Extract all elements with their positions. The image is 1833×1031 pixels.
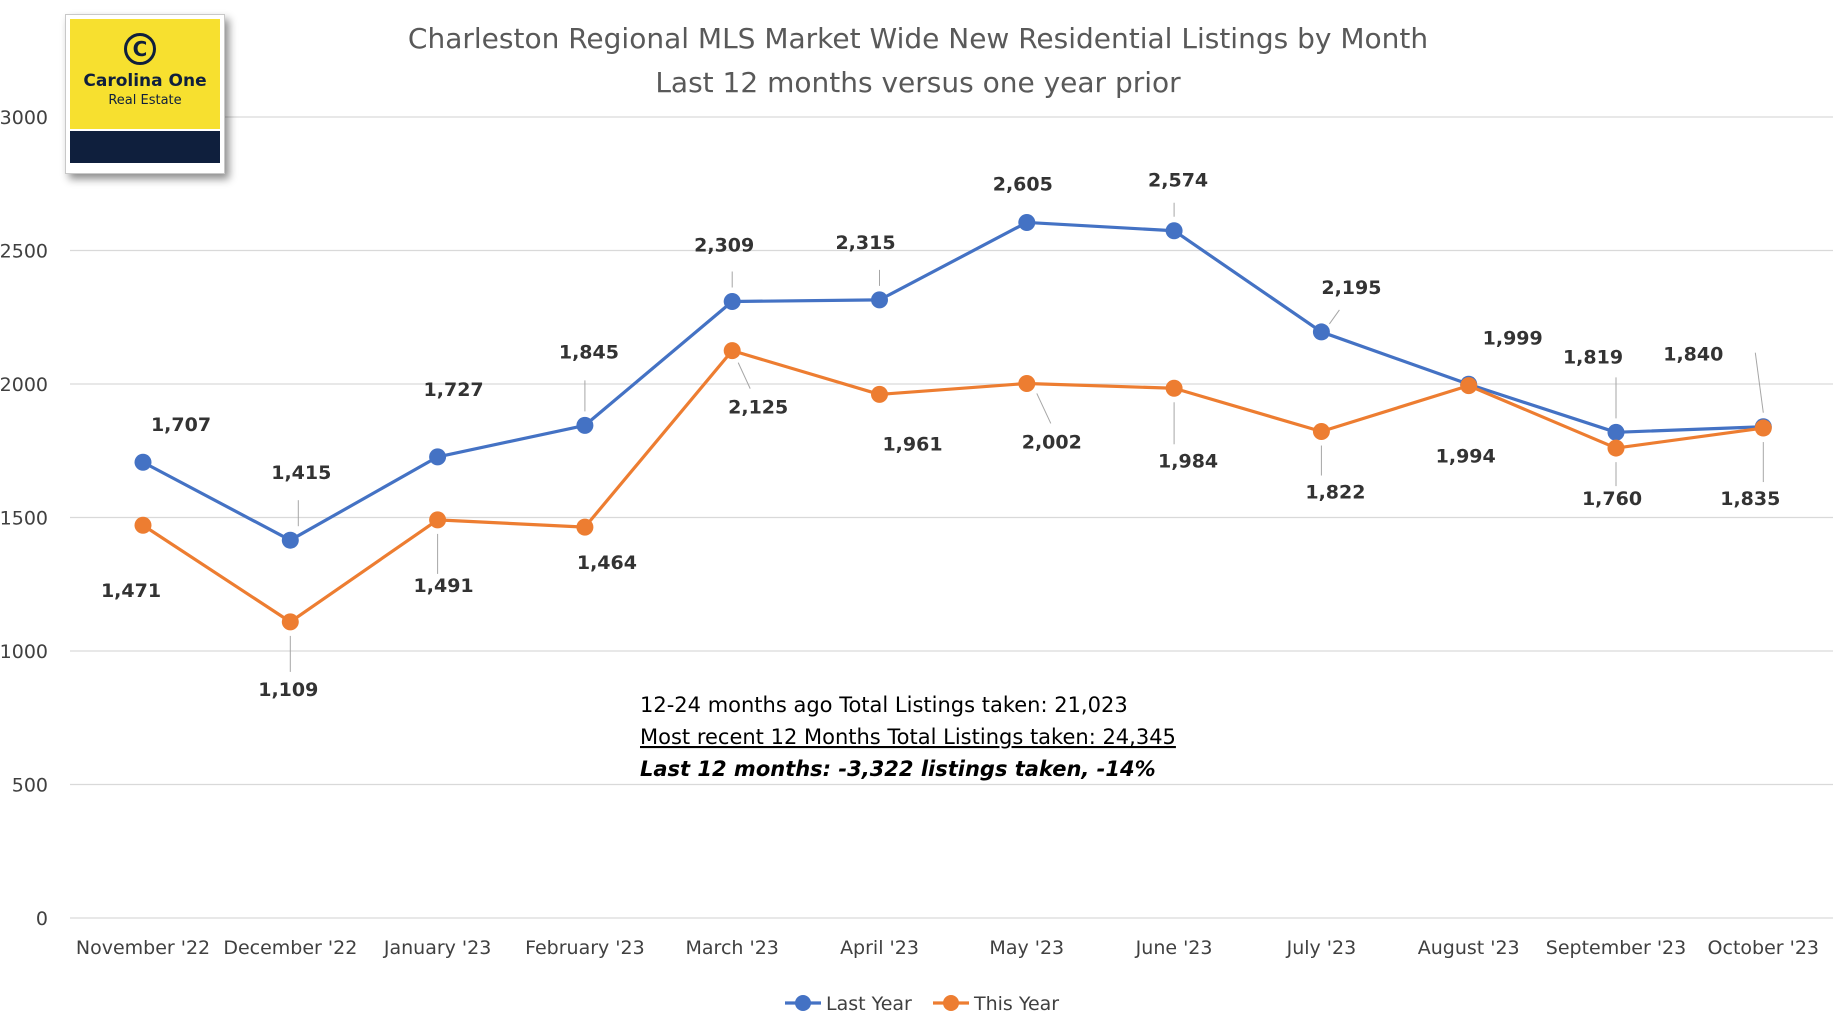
x-tick-label: October '23 [1708,937,1819,959]
data-label: 1,707 [151,414,211,436]
data-point [1165,222,1183,240]
data-point [429,511,447,529]
data-point [1312,323,1330,341]
x-tick-label: May '23 [989,937,1064,959]
series-lines [134,213,1772,631]
data-label: 1,819 [1563,346,1623,368]
data-label: 1,840 [1663,344,1723,366]
label-leaders [289,202,1764,672]
legend: Last Year This Year [785,993,1059,1015]
data-label: 2,195 [1321,277,1381,299]
data-point [281,613,299,631]
data-point [429,448,447,466]
x-tick-label: April '23 [840,937,919,959]
data-point [1607,439,1625,457]
data-label: 1,415 [271,462,331,484]
data-point [871,291,888,309]
x-tick-label: February '23 [525,937,645,959]
data-label: 2,309 [694,234,754,256]
data-point [1312,423,1330,441]
series-line [142,220,1764,542]
data-label: 2,315 [835,232,895,254]
data-label: 1,961 [882,433,942,455]
legend-swatch-marker [795,995,811,1011]
x-tick-label: August '23 [1418,937,1520,959]
data-point [134,453,152,471]
data-label: 1,822 [1305,482,1365,504]
y-tick-label: 1000 [0,641,48,663]
data-label: 1,994 [1436,446,1496,468]
y-tick-label: 1500 [0,508,48,530]
legend-label: This Year [973,993,1059,1015]
data-point [1460,377,1478,395]
label-leader-line [1754,352,1764,413]
legend-swatch-marker [943,995,959,1011]
data-label: 1,471 [101,580,161,602]
x-tick-label: September '23 [1546,937,1686,959]
label-leader-line [737,362,751,389]
label-leader-line [1328,309,1340,325]
data-label: 2,125 [728,397,788,419]
logo-navy-band [70,131,220,163]
y-tick-label: 0 [36,908,48,930]
carolina-one-logo: C Carolina One Real Estate [65,14,225,174]
data-label: 1,845 [559,341,619,363]
data-labels: 1,707 1,415 1,727 1,845 2,309 2,315 2,605 2,574… [101,170,1780,701]
x-axis: November '22 December '22 January '23 Febru… [76,937,1819,959]
x-tick-label: March '23 [686,937,779,959]
chart-title: Charleston Regional MLS Market Wide New … [408,22,1428,55]
gridlines [70,116,1833,919]
logo-name: Carolina One [83,71,207,91]
data-label: 2,002 [1022,431,1082,453]
data-point [1018,213,1036,231]
legend-label: Last Year [826,993,912,1015]
data-point [576,518,594,536]
logo-subtitle: Real Estate [108,93,182,108]
data-point [281,531,299,549]
data-label: 1,491 [414,575,474,597]
copyright-c-icon: C [124,33,156,65]
x-tick-label: December '22 [223,937,357,959]
x-tick-label: November '22 [76,937,210,959]
x-tick-label: July '23 [1286,937,1357,959]
series-line [142,349,1764,624]
data-label: 1,109 [258,679,318,701]
y-tick-label: 2500 [0,241,48,263]
label-leader-line [1036,393,1052,424]
x-tick-label: January '23 [383,937,491,959]
note-change: Last 12 months: -3,322 listings taken, -… [640,757,1156,781]
note-prior-total: 12-24 months ago Total Listings taken: 2… [640,693,1128,717]
data-label: 2,605 [993,173,1053,195]
data-label: 1,464 [577,552,637,574]
y-tick-label: 500 [12,775,48,797]
data-point [134,516,152,534]
data-label: 1,760 [1582,488,1642,510]
chart-subtitle: Last 12 months versus one year prior [655,66,1181,99]
data-point [723,292,741,310]
x-tick-label: June '23 [1135,937,1213,959]
y-tick-label: 3000 [0,107,48,129]
y-axis: 0 500 1000 1500 2000 2500 3000 [0,107,48,930]
data-label: 2,574 [1148,170,1208,192]
data-point [1018,374,1036,392]
data-point [1754,419,1772,437]
data-point [871,385,888,403]
data-label: 1,835 [1720,488,1780,510]
data-label: 1,727 [424,379,484,401]
data-label: 1,999 [1483,327,1543,349]
data-point [723,342,741,360]
data-label: 1,984 [1158,450,1218,472]
note-recent-total: Most recent 12 Months Total Listings tak… [640,725,1176,749]
data-point [576,416,594,434]
data-point [1165,379,1183,397]
data-point [1607,423,1625,441]
y-tick-label: 2000 [0,374,48,396]
